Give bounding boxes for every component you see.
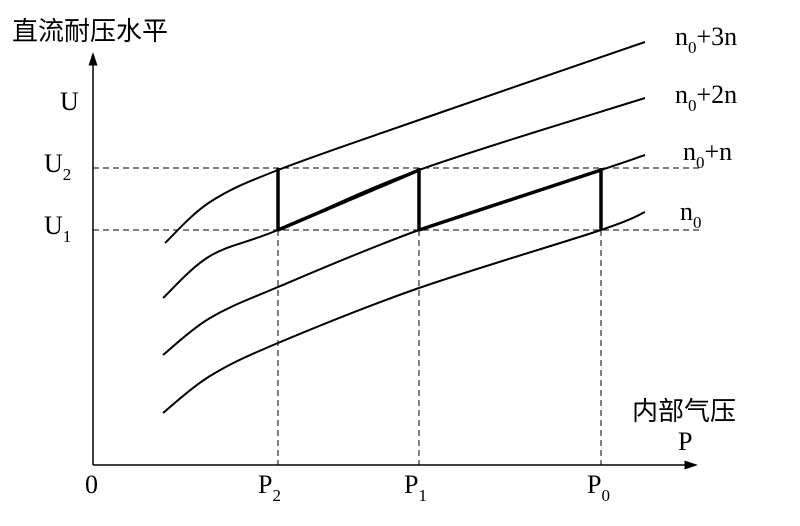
x-symbol: P: [678, 427, 692, 456]
curve-label: n0+2n: [675, 80, 737, 115]
level-label-base: U: [44, 149, 63, 178]
curve-label-rest: +n: [705, 137, 733, 166]
curve-label-sub: 0: [693, 213, 702, 232]
point-label-sub: 0: [601, 486, 610, 505]
point-label-sub: 2: [272, 486, 281, 505]
curve: [162, 211, 646, 414]
origin: 0: [85, 470, 98, 499]
level-label-sub: 2: [63, 165, 72, 184]
curve: [162, 154, 646, 356]
curve-label-base: n: [675, 22, 688, 51]
curve-label-sub: 0: [696, 153, 705, 172]
point-label-base: P: [404, 470, 418, 499]
level-label-base: U: [44, 211, 63, 240]
curve-label: n0+3n: [675, 22, 737, 57]
curve-label-sub: 0: [688, 96, 697, 115]
curve-label-sub: 0: [688, 38, 697, 57]
point-label-base: P: [587, 470, 601, 499]
level-label: U1: [44, 211, 71, 246]
curve-label: n0+n: [683, 137, 732, 172]
curve-label-base: n: [675, 80, 688, 109]
y-symbol: U: [60, 87, 79, 116]
point-label: P1: [404, 470, 427, 505]
point-label: P2: [258, 470, 281, 505]
curve-label: n0: [680, 197, 702, 232]
x-title: 内部气压: [632, 397, 736, 426]
curve: [162, 97, 646, 299]
curve-label-base: n: [683, 137, 696, 166]
y-title: 直流耐压水平: [12, 17, 168, 46]
curve: [164, 41, 646, 244]
level-label-sub: 1: [63, 227, 72, 246]
curve-label-rest: +3n: [697, 22, 738, 51]
point-label-sub: 1: [418, 486, 427, 505]
curve-label-base: n: [680, 197, 693, 226]
level-label: U2: [44, 149, 71, 184]
point-label: P0: [587, 470, 610, 505]
point-label-base: P: [258, 470, 272, 499]
curve-label-rest: +2n: [697, 80, 738, 109]
